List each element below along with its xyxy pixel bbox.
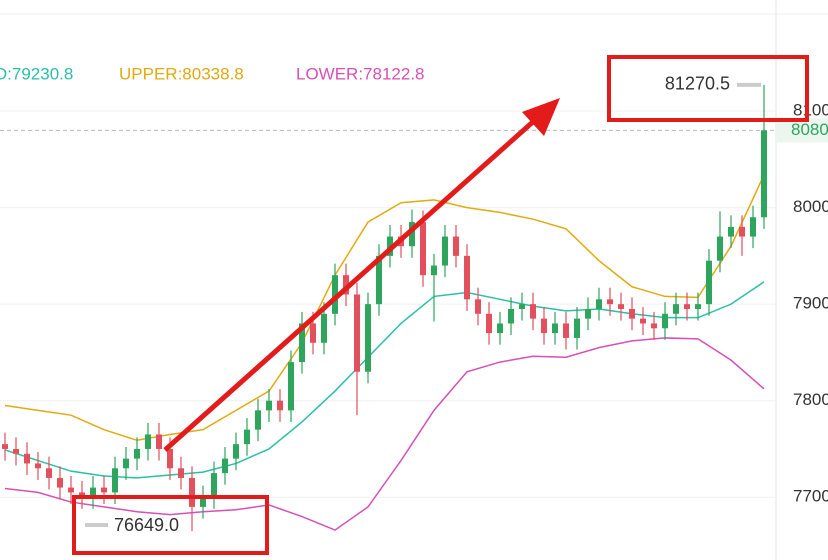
candle-body bbox=[684, 304, 690, 309]
candle-body bbox=[662, 313, 668, 329]
candle-body bbox=[409, 222, 415, 247]
candle-body bbox=[442, 236, 448, 266]
candle-body bbox=[376, 255, 382, 305]
band-line bbox=[4, 174, 765, 442]
legend-entry: MID:79230.8 bbox=[0, 64, 73, 83]
candle-body bbox=[541, 318, 547, 334]
candle-body bbox=[332, 275, 338, 314]
highlight-box bbox=[607, 55, 809, 122]
candle-body bbox=[508, 308, 514, 324]
candle-body bbox=[552, 323, 558, 334]
candle-body bbox=[717, 236, 723, 261]
candle-body bbox=[420, 222, 426, 276]
candle-body bbox=[277, 400, 283, 411]
candle-body bbox=[530, 304, 536, 319]
candle-body bbox=[46, 468, 52, 478]
candle-body bbox=[596, 299, 602, 309]
band-line bbox=[4, 281, 765, 479]
last-price-tag bbox=[777, 118, 828, 143]
candle-body bbox=[728, 226, 734, 237]
candle-body bbox=[574, 318, 580, 338]
candle-body bbox=[2, 444, 8, 449]
candle-body bbox=[68, 487, 74, 493]
candle-body bbox=[651, 323, 657, 329]
candles bbox=[2, 84, 767, 532]
candle-body bbox=[750, 217, 756, 237]
candle-body bbox=[519, 304, 525, 309]
candle-body bbox=[497, 323, 503, 334]
candle-body bbox=[464, 255, 470, 300]
candle-body bbox=[178, 468, 184, 478]
candle-body bbox=[343, 275, 349, 295]
y-tick-label: 80000 bbox=[793, 197, 828, 216]
candle-body bbox=[739, 226, 745, 237]
candle-body bbox=[123, 458, 129, 469]
arrow-head bbox=[522, 98, 560, 136]
y-tick-label: 78000 bbox=[793, 390, 828, 409]
candle-body bbox=[112, 468, 118, 493]
annotations bbox=[72, 55, 809, 555]
legend-entry: LOWER:78122.8 bbox=[296, 64, 425, 83]
y-tick-label: 81000 bbox=[793, 101, 828, 120]
candle-body bbox=[607, 299, 613, 305]
candle-body bbox=[266, 400, 272, 411]
candle-body bbox=[453, 236, 459, 256]
candle-body bbox=[211, 473, 217, 498]
candle-body bbox=[35, 463, 41, 469]
y-tick-label: 79000 bbox=[793, 294, 828, 313]
highlight-box bbox=[72, 495, 269, 555]
candle-body bbox=[57, 477, 63, 488]
candle-body bbox=[310, 323, 316, 343]
candle-body bbox=[189, 477, 195, 507]
candle-body bbox=[233, 444, 239, 459]
candle-body bbox=[629, 308, 635, 319]
candle-body bbox=[585, 308, 591, 319]
candle-body bbox=[673, 304, 679, 314]
candle-body bbox=[167, 448, 173, 469]
legend-entry: UPPER:80338.8 bbox=[119, 64, 244, 83]
bands bbox=[4, 174, 765, 531]
candle-body bbox=[101, 487, 107, 493]
candle-body bbox=[24, 453, 30, 464]
candle-body bbox=[321, 313, 327, 343]
candle-body bbox=[618, 304, 624, 309]
candle-body bbox=[90, 487, 96, 498]
band-line bbox=[4, 337, 765, 531]
candle-body bbox=[13, 448, 19, 454]
candle-body bbox=[475, 299, 481, 314]
candle-body bbox=[255, 410, 261, 430]
low-label: 76649.0 bbox=[114, 515, 179, 535]
candle-body bbox=[134, 448, 140, 459]
candle-body bbox=[299, 323, 305, 363]
trend-arrow bbox=[163, 118, 537, 452]
candle-body bbox=[145, 434, 151, 449]
candle-body bbox=[354, 294, 360, 372]
candle-body bbox=[695, 304, 701, 309]
candle-body bbox=[244, 429, 250, 445]
labels: 77000 78000 79000 80000 8100080800 MID:79230.… bbox=[0, 64, 828, 535]
candle-body bbox=[706, 260, 712, 305]
high-label: 81270.5 bbox=[665, 74, 730, 94]
last-price-label: 80800 bbox=[791, 120, 828, 139]
candle-body bbox=[761, 130, 767, 218]
candle-body bbox=[640, 318, 646, 324]
y-tick-label: 77000 bbox=[793, 487, 828, 506]
candle-body bbox=[563, 323, 569, 338]
candle-body bbox=[365, 304, 371, 372]
candle-body bbox=[431, 265, 437, 276]
candle-body bbox=[222, 458, 228, 474]
candle-body bbox=[79, 492, 85, 498]
candle-body bbox=[156, 434, 162, 449]
candle-body bbox=[200, 497, 206, 507]
candle-body bbox=[288, 362, 294, 411]
candle-body bbox=[486, 313, 492, 334]
